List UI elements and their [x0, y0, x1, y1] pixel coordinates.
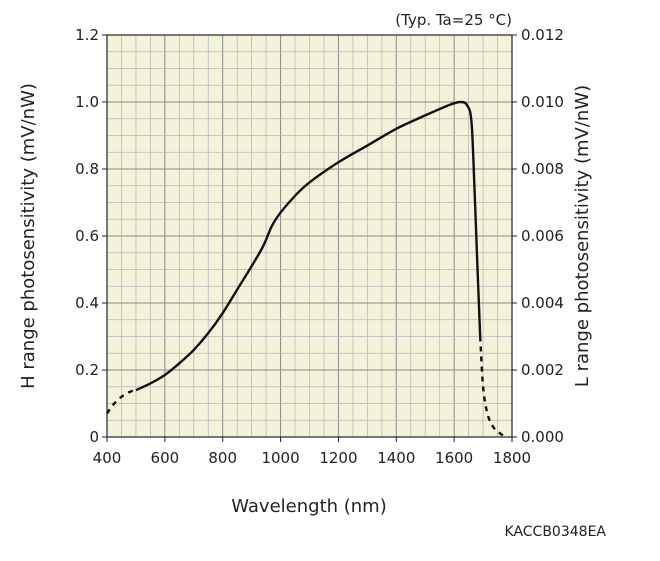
x-tick-label: 600 [151, 449, 180, 467]
y-left-tick-label: 1.2 [75, 26, 99, 44]
y-left-tick-label: 0.6 [75, 227, 99, 245]
figure-code: KACCB0348EA [505, 524, 607, 540]
curve-segment-dashed [478, 336, 507, 439]
x-tick-label: 800 [208, 449, 237, 467]
y-left-tick-label: 0 [89, 428, 99, 446]
y-left-tick-label: 0.2 [75, 361, 99, 379]
y-left-tick-label: 0.4 [75, 294, 99, 312]
y-right-tick-label: 0.010 [521, 93, 564, 111]
y-right-tick-label: 0.004 [521, 294, 564, 312]
y-left-tick-label: 0.8 [75, 160, 99, 178]
temperature-note: (Typ. Ta=25 °C) [395, 11, 512, 29]
y-right-tick-labels: 0.000 0.002 0.004 0.006 0.008 0.010 0.012 [521, 26, 564, 446]
y-right-tick-label: 0.008 [521, 160, 564, 178]
y-right-tick-label: 0.006 [521, 227, 564, 245]
x-tick-label: 400 [93, 449, 122, 467]
x-tick-label: 1000 [261, 449, 299, 467]
y-right-axis-label: L range photosensitivity (mV/nW) [572, 85, 593, 387]
y-left-tick-label: 1.0 [75, 93, 99, 111]
y-right-tick-label: 0.012 [521, 26, 564, 44]
x-tick-label: 1200 [319, 449, 357, 467]
y-left-tick-labels: 0 0.2 0.4 0.6 0.8 1.0 1.2 [75, 26, 99, 446]
grid [107, 35, 512, 437]
x-axis-label: Wavelength (nm) [231, 496, 387, 517]
y-right-tick-label: 0.002 [521, 361, 564, 379]
y-right-tick-label: 0.000 [521, 428, 564, 446]
x-tick-label: 1800 [493, 449, 531, 467]
tick-marks [102, 34, 517, 442]
curve-segment-dashed [106, 388, 137, 415]
plot-frame [106, 34, 513, 438]
curve-segment-solid [135, 100, 482, 392]
x-tick-label: 1400 [377, 449, 415, 467]
y-left-axis-label: H range photosensitivity (mV/nW) [18, 83, 39, 389]
x-tick-labels: 400 600 800 1000 1200 1400 1600 1800 [93, 449, 531, 467]
sensitivity-curve [106, 100, 507, 439]
x-tick-label: 1600 [435, 449, 473, 467]
